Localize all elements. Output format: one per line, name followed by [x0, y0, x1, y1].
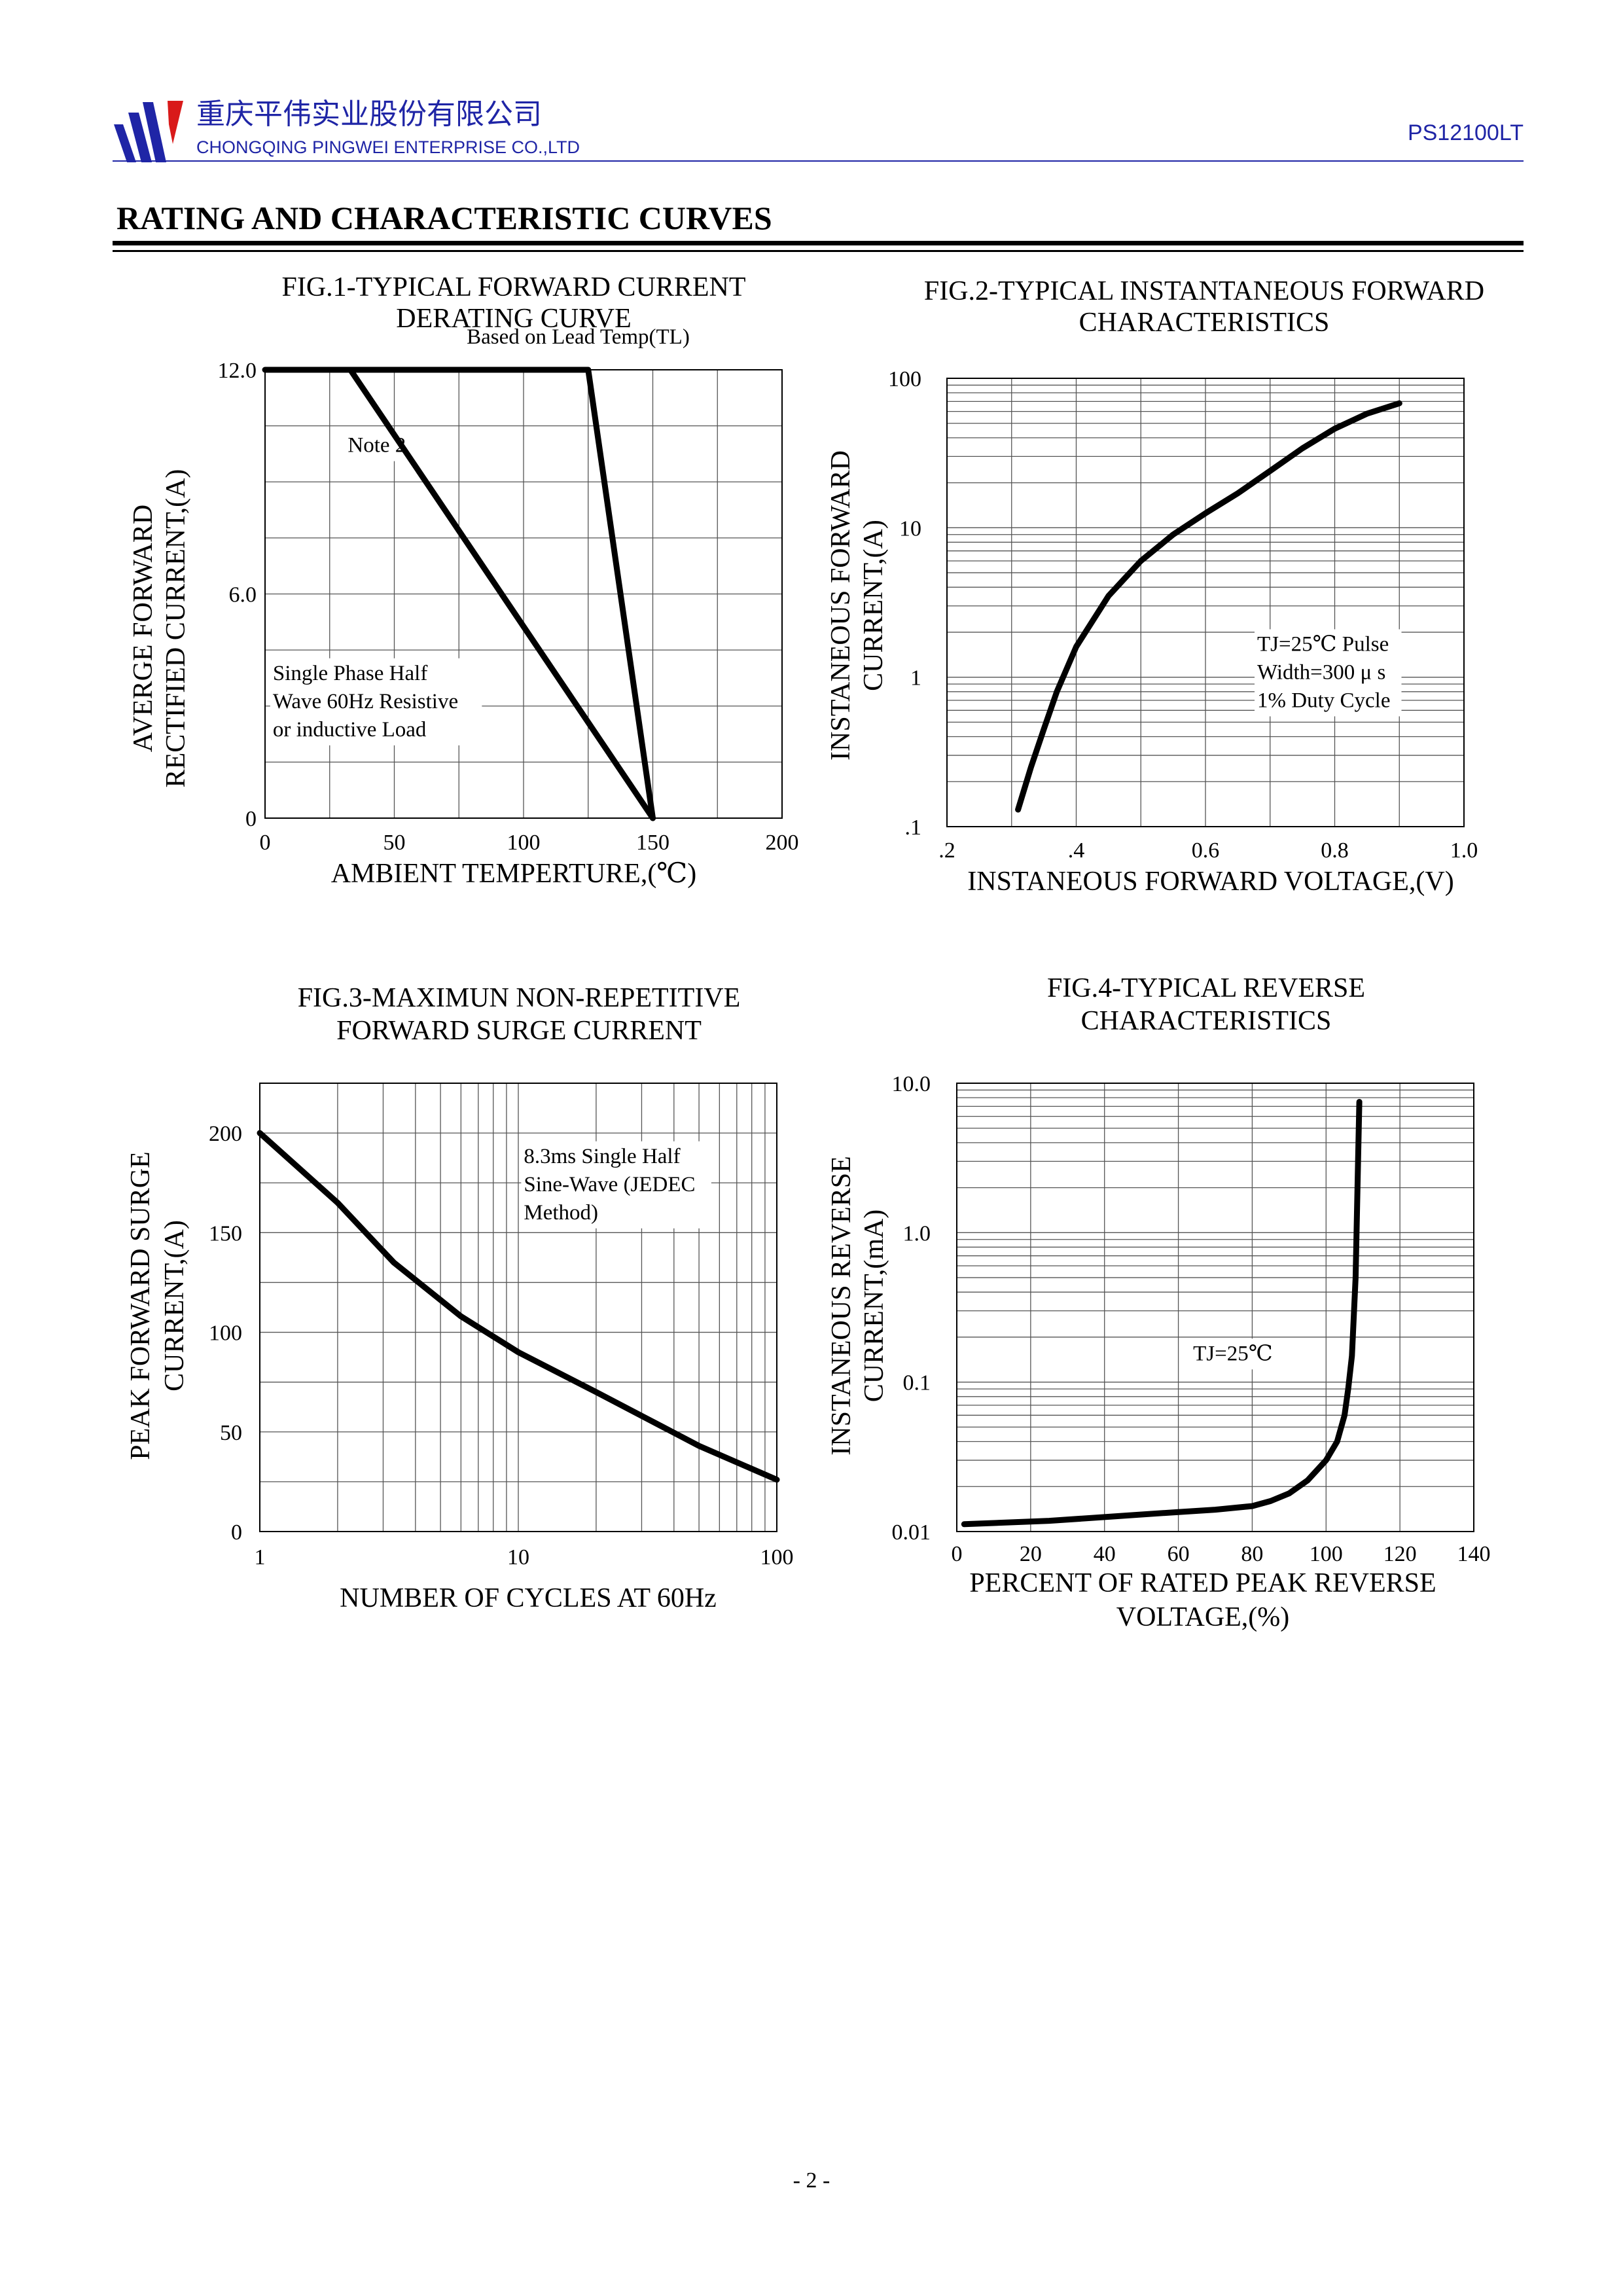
fig4-x-tick-label: 40 — [1094, 1542, 1116, 1566]
fig3-y-tick-label: 100 — [209, 1321, 242, 1346]
fig4-y-tick-label: 1.0 — [903, 1221, 931, 1246]
fig2-x-axis-label: INSTANEOUS FORWARD VOLTAGE,(V) — [967, 867, 1454, 897]
fig4-chart: TJ=25℃ 0 20 40 60 80 100 120 140 0.01 0.1 1.0 10.0 FI… — [827, 973, 1491, 1632]
fig4-y-tick-label: 10.0 — [892, 1072, 931, 1096]
fig4-annotation-bg — [1190, 1338, 1262, 1370]
fig2-grid — [947, 378, 1464, 827]
fig1-title: FIG.1-TYPICAL FORWARD CURRENT — [282, 272, 746, 302]
fig4-y-tick-label: 0.1 — [903, 1371, 931, 1395]
company-logo-icon — [114, 101, 183, 162]
fig4-x-axis-label: VOLTAGE,(%) — [1116, 1602, 1290, 1632]
fig4-series-line — [961, 1099, 1363, 1528]
fig3-annotation-text: Method) — [524, 1201, 598, 1225]
fig2-y-axis-label: CURRENT,(A) — [859, 520, 889, 691]
fig3-x-tick-label: 1 — [255, 1545, 266, 1570]
fig2-chart: TJ=25℃ Pulse Width=300 μ s 1% Duty Cycle .2… — [826, 276, 1484, 897]
fig2-annotation-text: 1% Duty Cycle — [1257, 689, 1390, 712]
fig4-x-tick-label: 60 — [1168, 1542, 1190, 1566]
fig1-y-tick-label: 0 — [245, 807, 257, 831]
fig3-y-tick-label: 150 — [209, 1221, 242, 1246]
fig3-title: FORWARD SURGE CURRENT — [336, 1016, 702, 1046]
fig3-y-axis-label: PEAK FORWARD SURGE — [126, 1151, 156, 1460]
fig2-x-tick-label: 1.0 — [1450, 838, 1478, 863]
fig3-x-tick-label: 100 — [760, 1545, 794, 1570]
section-title: RATING AND CHARACTERISTIC CURVES — [116, 200, 772, 236]
fig3-annotation-text: 8.3ms Single Half — [524, 1145, 680, 1168]
fig3-y-tick-label: 50 — [220, 1421, 242, 1445]
fig4-annotation-text: TJ=25℃ — [1193, 1342, 1273, 1365]
fig2-x-tick-label: 0.8 — [1321, 838, 1349, 863]
fig4-y-axis-label: CURRENT,(mA) — [859, 1210, 889, 1402]
fig1-y-tick-label: 12.0 — [218, 359, 257, 383]
fig1-x-tick-label: 100 — [507, 831, 541, 855]
fig1-series-line — [347, 367, 656, 821]
fig2-x-tick-label: .2 — [938, 838, 955, 863]
fig4-x-axis-label: PERCENT OF RATED PEAK REVERSE — [969, 1568, 1436, 1598]
fig2-annotation-text: TJ=25℃ Pulse — [1257, 632, 1389, 656]
fig1-x-axis-label: AMBIENT TEMPERTURE,(℃) — [331, 859, 697, 889]
fig1-annotation-bg — [464, 322, 709, 353]
fig2-annotation-bg — [1255, 629, 1402, 717]
fig1-annotation-text: or inductive Load — [273, 718, 427, 742]
fig1-series-line — [262, 367, 656, 821]
fig1-y-axis-label: AVERGE FORWARD — [128, 505, 158, 752]
fig3-title: FIG.3-MAXIMUN NON-REPETITIVE — [298, 983, 741, 1013]
fig1-grid — [265, 370, 782, 818]
fig1-y-tick-label: 6.0 — [229, 583, 257, 607]
fig3-annotation-text: Sine-Wave (JEDEC — [524, 1173, 695, 1196]
fig4-x-tick-label: 20 — [1020, 1542, 1042, 1566]
fig3-annotation-bg — [521, 1141, 711, 1229]
fig4-x-tick-label: 80 — [1241, 1542, 1263, 1566]
fig1-annotation-text: Single Phase Half — [273, 662, 427, 685]
fig1-y-axis-label: RECTIFIED CURRENT,(A) — [161, 469, 191, 788]
fig4-x-tick-label: 100 — [1310, 1542, 1343, 1566]
fig1-title: DERATING CURVE — [396, 304, 631, 334]
page-number: - 2 - — [793, 2168, 830, 2193]
fig2-series-line — [1015, 400, 1402, 813]
fig2-annotation-text: Width=300 μ s — [1257, 660, 1385, 684]
fig2-title: CHARACTERISTICS — [1079, 308, 1330, 338]
header-divider — [113, 160, 1524, 162]
section-divider-thin — [113, 250, 1524, 252]
company-name-en: CHONGQING PINGWEI ENTERPRISE CO.,LTD — [196, 137, 580, 157]
fig3-y-tick-label: 200 — [209, 1122, 242, 1146]
fig4-y-tick-label: 0.01 — [892, 1520, 931, 1545]
fig2-x-tick-label: 0.6 — [1192, 838, 1220, 863]
fig3-plot-frame — [259, 1083, 777, 1532]
fig2-y-tick-label: .1 — [905, 816, 922, 840]
fig4-x-tick-label: 0 — [952, 1542, 963, 1566]
part-number: PS12100LT — [1407, 120, 1524, 145]
fig3-chart: 8.3ms Single Half Sine-Wave (JEDEC Method)… — [126, 983, 794, 1613]
fig2-y-tick-label: 100 — [888, 367, 921, 391]
fig4-x-tick-label: 140 — [1457, 1542, 1491, 1566]
fig1-x-tick-label: 150 — [636, 831, 669, 855]
fig2-x-tick-label: .4 — [1068, 838, 1085, 863]
fig4-title: FIG.4-TYPICAL REVERSE — [1047, 973, 1365, 1003]
fig2-title: FIG.2-TYPICAL INSTANTANEOUS FORWARD — [924, 276, 1484, 306]
fig1-x-tick-label: 200 — [766, 831, 799, 855]
fig1-annotation-text: Wave 60Hz Resistive — [273, 690, 458, 713]
fig1-x-tick-label: 0 — [260, 831, 271, 855]
fig1-x-tick-label: 50 — [383, 831, 406, 855]
fig3-x-tick-label: 10 — [507, 1545, 529, 1570]
company-name-cn: 重庆平伟实业股份有限公司 — [196, 98, 542, 131]
fig2-y-tick-label: 1 — [910, 666, 921, 691]
fig1-annotation-bg — [270, 658, 482, 745]
fig4-grid — [957, 1083, 1474, 1532]
fig3-x-axis-label: NUMBER OF CYCLES AT 60Hz — [340, 1583, 717, 1613]
fig2-y-axis-label: INSTANEOUS FORWARD — [826, 450, 856, 761]
fig4-y-axis-label: INSTANEOUS REVERSE — [827, 1156, 857, 1456]
fig2-y-tick-label: 10 — [899, 516, 921, 541]
fig1-annotation-text: Based on Lead Temp(TL) — [467, 325, 690, 349]
fig4-x-tick-label: 120 — [1383, 1542, 1417, 1566]
fig3-y-tick-label: 0 — [231, 1520, 242, 1545]
fig3-y-axis-label: CURRENT,(A) — [160, 1220, 190, 1391]
fig4-plot-frame — [956, 1083, 1474, 1532]
fig4-title: CHARACTERISTICS — [1081, 1006, 1332, 1036]
fig3-series-line — [257, 1130, 780, 1483]
fig2-plot-frame — [946, 378, 1465, 827]
section-divider-thick — [113, 241, 1524, 245]
